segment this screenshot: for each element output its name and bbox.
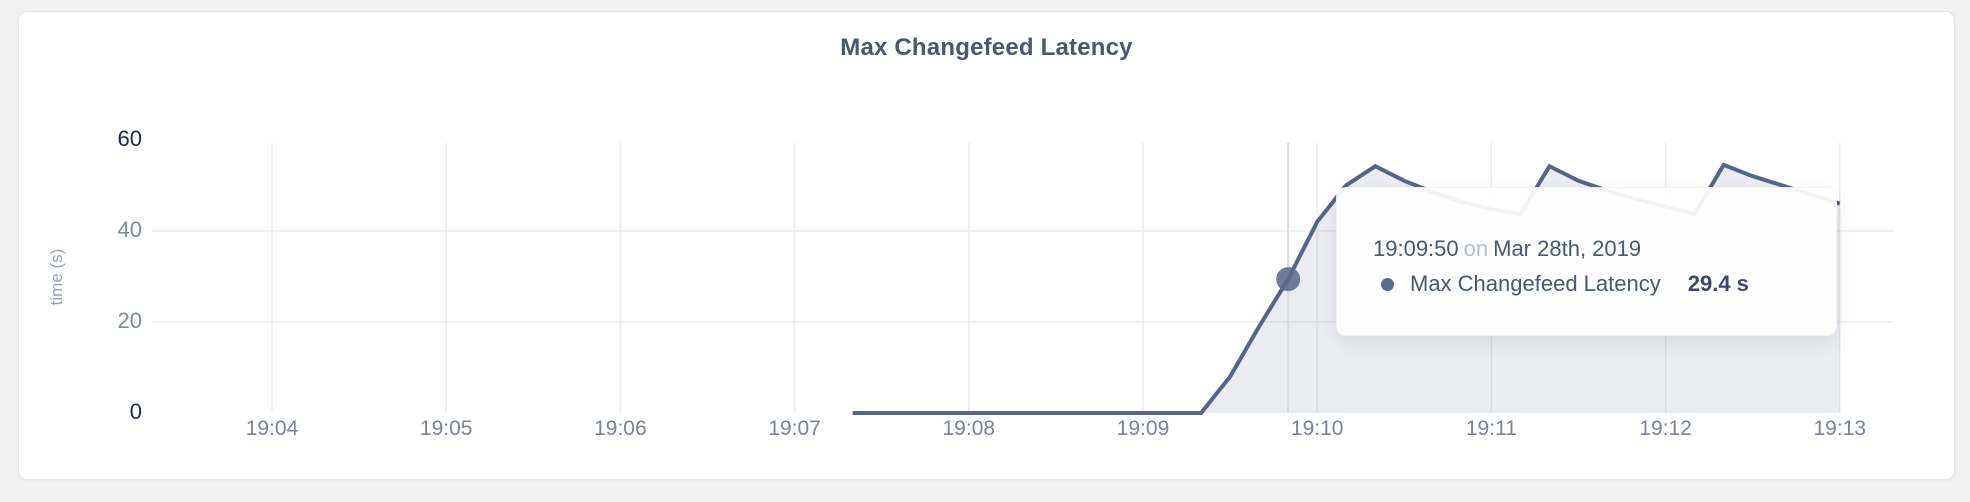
x-tick-label: 19:13: [1813, 417, 1867, 440]
y-tick-label: 60: [117, 125, 142, 151]
x-tick-label: 19:11: [1465, 417, 1517, 440]
x-tick-label: 19:07: [768, 417, 821, 440]
x-tick-label: 19:04: [245, 417, 299, 440]
y-tick-label: 40: [117, 216, 142, 242]
tooltip-preposition: on: [1463, 236, 1489, 261]
y-tick-label: 20: [117, 307, 142, 333]
hover-point: [1276, 267, 1301, 292]
x-tick-label: 19:05: [419, 417, 473, 440]
x-tick-label: 19:10: [1290, 417, 1344, 440]
y-tick-label: 0: [129, 399, 142, 424]
x-tick-label: 19:12: [1639, 417, 1692, 440]
hover-tooltip: 19:09:50 on Mar 28th, 2019 Max Changefeed …: [1336, 187, 1837, 336]
x-tick-label: 19:09: [1116, 417, 1170, 440]
tooltip-header: 19:09:50 on Mar 28th, 2019: [1373, 236, 1836, 262]
x-tick-label: 19:08: [942, 417, 996, 440]
tooltip-date: Mar 28th, 2019: [1493, 236, 1642, 261]
tooltip-series-label: Max Changefeed Latency: [1410, 271, 1661, 296]
x-tick-label: 19:06: [594, 417, 647, 440]
chart-title: Max Changefeed Latency: [840, 34, 1133, 61]
tooltip-time: 19:09:50: [1373, 236, 1459, 261]
series-bullet-icon: [1381, 277, 1394, 291]
tooltip-series-value: 29.4 s: [1687, 271, 1749, 296]
tooltip-series-row: Max Changefeed Latency 29.4 s: [1373, 271, 1836, 297]
